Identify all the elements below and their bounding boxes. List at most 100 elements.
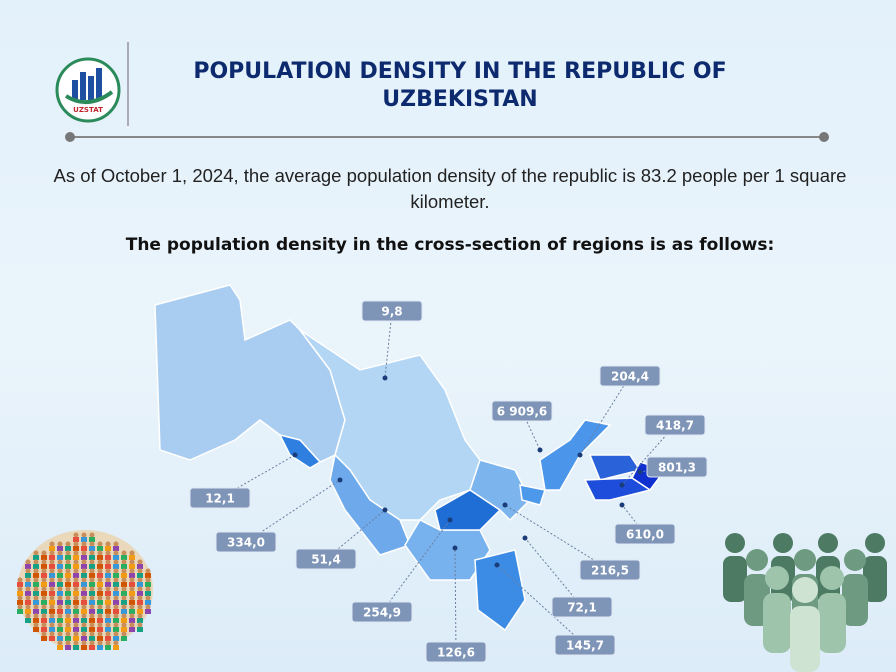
crowd-person xyxy=(113,613,119,619)
map-point xyxy=(382,507,388,513)
crowd-body xyxy=(33,582,39,587)
crowd-body xyxy=(41,591,47,596)
crowd-person xyxy=(81,586,87,592)
title: POPULATION DENSITY IN THE REPUBLIC OF UZ… xyxy=(193,59,727,112)
crowd-person xyxy=(137,622,143,628)
crowd-body xyxy=(121,618,127,623)
crowd-body xyxy=(41,636,47,641)
crowd-body xyxy=(137,618,143,623)
crowd-person xyxy=(65,568,71,574)
crowd-person xyxy=(33,613,39,619)
crowd-body xyxy=(73,645,79,650)
crowd-person xyxy=(105,559,111,565)
label-box xyxy=(554,634,616,656)
crowd-person xyxy=(145,577,151,583)
crowd-body xyxy=(121,555,127,560)
map-point xyxy=(619,502,625,508)
crowd-person xyxy=(121,622,127,628)
crowd-person xyxy=(113,559,119,565)
crowd-person xyxy=(89,541,95,547)
crowd-body xyxy=(57,555,63,560)
crowd-body xyxy=(33,555,39,560)
crowd-body xyxy=(97,627,103,632)
crowd-body xyxy=(81,546,87,551)
crowd-person xyxy=(129,550,135,556)
crowd-person xyxy=(121,595,127,601)
crowd-body xyxy=(65,591,71,596)
crowd-body xyxy=(57,600,63,605)
crowd-person xyxy=(57,568,63,574)
crowd-person xyxy=(89,532,95,538)
crowd-person xyxy=(57,613,63,619)
crowd-person xyxy=(105,604,111,610)
crowd-person xyxy=(129,568,135,574)
crowd-person xyxy=(73,622,79,628)
crowd-person xyxy=(17,595,23,601)
density-label: 610,0 xyxy=(626,528,664,542)
label-box xyxy=(646,456,708,478)
crowd-body xyxy=(57,564,63,569)
crowd-person xyxy=(73,586,79,592)
crowd-person xyxy=(49,631,55,637)
crowd-person xyxy=(25,586,31,592)
crowd-person xyxy=(41,631,47,637)
crowd-body xyxy=(145,600,151,605)
crowd-body xyxy=(81,591,87,596)
crowd-person xyxy=(41,595,47,601)
crowd-person xyxy=(89,604,95,610)
density-label: 6 909,6 xyxy=(497,405,547,419)
crowd-body xyxy=(81,564,87,569)
crowd-person xyxy=(73,568,79,574)
crowd-person xyxy=(25,604,31,610)
crowd-person xyxy=(89,559,95,565)
crowd-body xyxy=(65,573,71,578)
crowd-person xyxy=(121,568,127,574)
crowd-person xyxy=(97,595,103,601)
crowd-person xyxy=(73,631,79,637)
crowd-person xyxy=(81,631,87,637)
crowd-illustration xyxy=(17,530,153,650)
crowd-body xyxy=(105,564,111,569)
crowd-body xyxy=(145,582,151,587)
crowd-person xyxy=(97,550,103,556)
crowd-body xyxy=(41,609,47,614)
crowd-body xyxy=(73,573,79,578)
crowd-body xyxy=(25,573,31,578)
crowd-person xyxy=(81,559,87,565)
crowd-person xyxy=(49,541,55,547)
crowd-body xyxy=(65,564,71,569)
crowd-person xyxy=(145,604,151,610)
crowd-person xyxy=(105,595,111,601)
crowd-body xyxy=(97,546,103,551)
crowd-body xyxy=(89,573,95,578)
crowd-person xyxy=(105,577,111,583)
crowd-person xyxy=(113,577,119,583)
crowd-person xyxy=(81,568,87,574)
leader-line xyxy=(384,310,393,379)
crowd-person xyxy=(89,622,95,628)
crowd-person xyxy=(121,559,127,565)
crowd-body xyxy=(65,600,71,605)
crowd-body xyxy=(33,618,39,623)
crowd-body xyxy=(49,636,55,641)
crowd-body xyxy=(33,627,39,632)
crowd-body xyxy=(41,600,47,605)
crowd-person xyxy=(89,631,95,637)
crowd-body xyxy=(17,600,23,605)
leader-line xyxy=(219,454,296,499)
crowd-person xyxy=(49,568,55,574)
crowd-body xyxy=(33,591,39,596)
logo-text: UZSTAT xyxy=(73,106,103,114)
crowd-person xyxy=(65,559,71,565)
crowd-body xyxy=(73,636,79,641)
crowd-body xyxy=(129,627,135,632)
crowd-person xyxy=(65,640,71,646)
leader-line xyxy=(504,504,611,571)
crowd-body xyxy=(89,618,95,623)
subheading: The population density in the cross-sect… xyxy=(125,235,775,255)
crowd-body xyxy=(113,555,119,560)
crowd-body xyxy=(73,582,79,587)
crowd-body xyxy=(89,591,95,596)
crowd-person xyxy=(97,604,103,610)
crowd-person xyxy=(81,622,87,628)
